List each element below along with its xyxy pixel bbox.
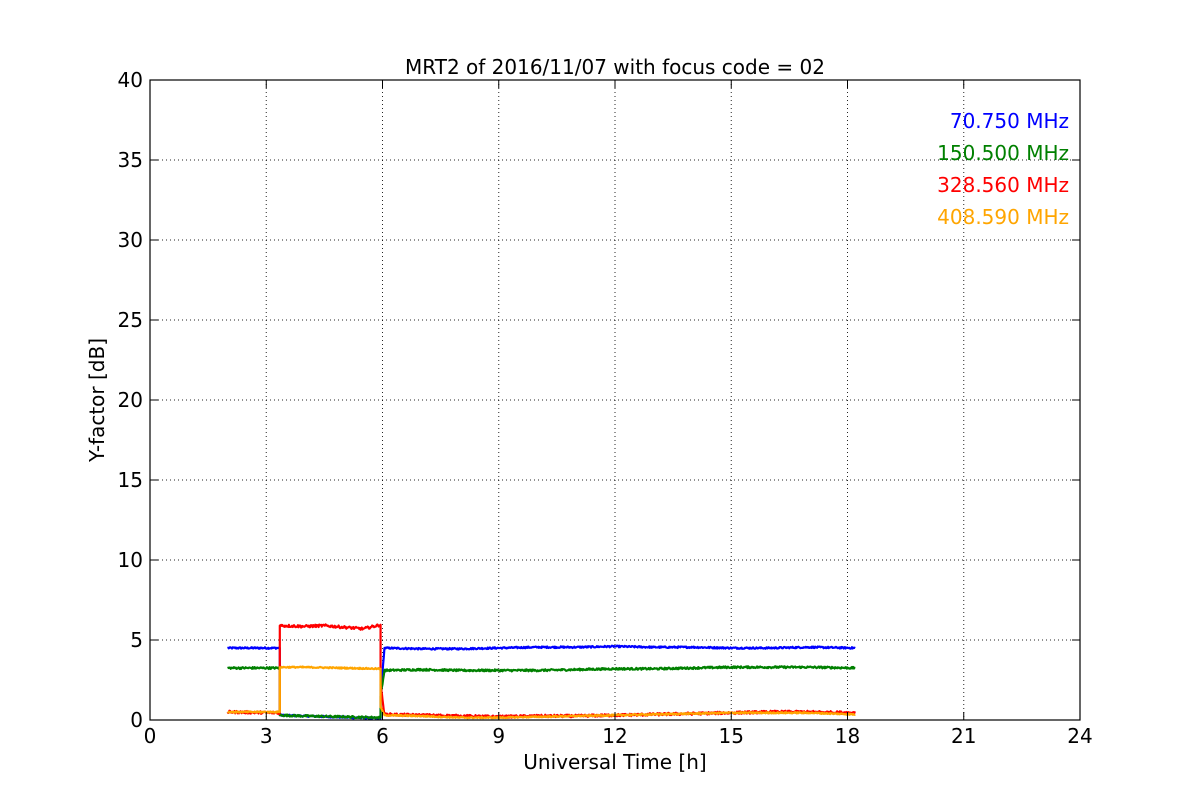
legend: 70.750 MHz 150.500 MHz 328.560 MHz 408.590 … [937, 109, 1069, 229]
y-tick-labels: 0 5 10 15 20 25 30 35 40 [118, 68, 143, 732]
x-tick-label: 6 [376, 724, 389, 748]
x-tick-label: 9 [492, 724, 505, 748]
x-tick-label: 15 [719, 724, 744, 748]
legend-entry-4: 408.590 MHz [937, 205, 1069, 229]
y-tick-label: 5 [130, 628, 143, 652]
grid [150, 80, 1080, 720]
x-axis-label: Universal Time [h] [523, 750, 706, 774]
y-tick-label: 30 [118, 228, 143, 252]
y-tick-label: 40 [118, 68, 143, 92]
legend-entry-1: 70.750 MHz [950, 109, 1069, 133]
x-tick-label: 12 [602, 724, 627, 748]
series-line-1 [227, 644, 856, 720]
legend-entry-3: 328.560 MHz [937, 173, 1069, 197]
x-tick-label: 0 [144, 724, 157, 748]
y-axis-label: Y-factor [dB] [85, 338, 109, 463]
ticks [149, 79, 1081, 721]
y-tick-label: 15 [118, 468, 143, 492]
series-line-4 [227, 665, 856, 720]
y-tick-label: 35 [118, 148, 143, 172]
y-tick-label: 10 [118, 548, 143, 572]
y-tick-label: 20 [118, 388, 143, 412]
x-tick-label: 3 [260, 724, 273, 748]
legend-entry-2: 150.500 MHz [937, 141, 1069, 165]
x-tick-label: 18 [835, 724, 860, 748]
y-tick-label: 0 [130, 708, 143, 732]
x-tick-labels: 0 3 6 9 12 15 18 21 24 [144, 724, 1093, 748]
series-layer [226, 623, 856, 720]
x-tick-label: 21 [951, 724, 976, 748]
y-tick-label: 25 [118, 308, 143, 332]
chart-title: MRT2 of 2016/11/07 with focus code = 02 [405, 55, 825, 79]
x-tick-label: 24 [1067, 724, 1092, 748]
series-line-2 [227, 665, 856, 720]
